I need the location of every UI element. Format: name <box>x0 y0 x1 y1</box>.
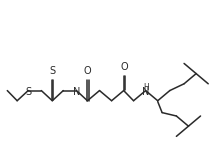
Text: N: N <box>73 87 80 97</box>
Text: N: N <box>142 87 149 97</box>
Text: O: O <box>84 66 91 76</box>
Text: S: S <box>25 87 31 97</box>
Text: H: H <box>143 83 149 92</box>
Text: S: S <box>49 66 55 76</box>
Text: O: O <box>121 62 129 72</box>
